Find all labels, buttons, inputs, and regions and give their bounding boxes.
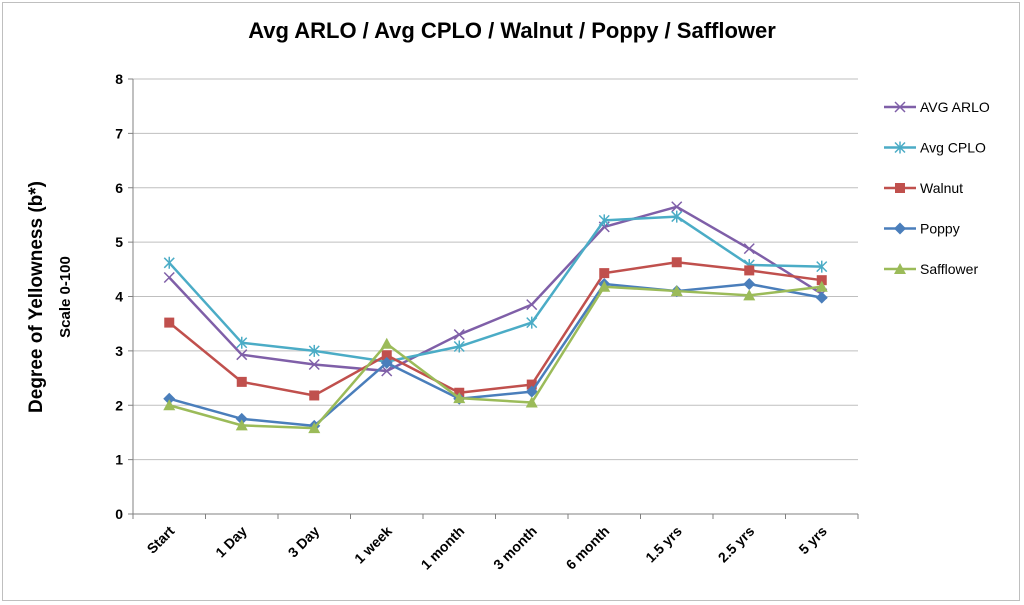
series-line <box>168 285 822 430</box>
x-tick-label: 5 yrs <box>795 523 830 558</box>
data-point <box>380 337 393 349</box>
axes <box>128 78 859 519</box>
x-tick-label: 1 Day <box>212 523 250 561</box>
data-point <box>163 256 175 269</box>
data-point <box>308 344 320 357</box>
y-axis-label: Degree of Yellowness (b*) <box>26 181 47 413</box>
legend: AVG ARLO Avg CPLO Walnut Poppy Safflower <box>884 99 990 277</box>
legend-item: AVG ARLO <box>884 99 990 115</box>
data-point <box>525 385 538 398</box>
series-avg-cplo <box>163 210 828 368</box>
x-tick-label: 6 month <box>563 523 613 573</box>
legend-label: Walnut <box>920 180 963 196</box>
x-tick-labels: Start 1 Day 3 Day 1 week 1 month 3 month 6 mon… <box>143 523 830 573</box>
y-tick-label: 1 <box>115 452 123 468</box>
data-point <box>236 336 248 349</box>
y-tick-label: 6 <box>115 180 123 196</box>
data-point <box>671 201 683 213</box>
x-tick-label: 1 week <box>351 523 395 567</box>
data-point <box>381 350 392 361</box>
data-point <box>816 275 827 286</box>
legend-item: Walnut <box>884 180 963 196</box>
data-point <box>453 329 465 341</box>
x-tick-label: 2.5 yrs <box>715 523 758 566</box>
data-point <box>815 280 828 292</box>
data-point <box>453 392 466 404</box>
legend-label: AVG ARLO <box>920 99 990 115</box>
y-axis-sublabel: Scale 0-100 <box>57 256 74 338</box>
y-tick-label: 7 <box>115 125 123 141</box>
data-point <box>525 396 538 408</box>
data-point <box>526 379 537 390</box>
x-tick-label: 1.5 yrs <box>642 523 685 566</box>
legend-marker <box>894 101 906 113</box>
y-tick-label: 4 <box>115 289 123 305</box>
legend-marker <box>894 222 906 235</box>
data-point <box>670 285 683 297</box>
data-point <box>235 412 248 425</box>
y-tick-label: 5 <box>115 234 123 250</box>
legend-label: Safflower <box>920 261 978 277</box>
x-tick-label: 3 month <box>490 523 540 573</box>
data-point <box>236 376 247 387</box>
data-point <box>163 399 176 411</box>
data-point <box>380 356 393 369</box>
data-point <box>163 271 175 283</box>
data-point <box>598 214 610 227</box>
legend-item: Poppy <box>884 221 960 237</box>
data-point <box>453 340 465 353</box>
series-walnut <box>164 257 827 401</box>
data-point <box>671 210 683 223</box>
y-tick-label: 0 <box>115 506 123 522</box>
x-tick-label: 1 month <box>418 523 468 573</box>
data-point <box>598 280 611 292</box>
gridlines <box>133 78 858 461</box>
data-point <box>236 349 248 361</box>
series-safflower <box>163 280 828 434</box>
data-point <box>381 365 393 377</box>
data-point <box>164 317 175 328</box>
data-point <box>744 265 755 276</box>
y-tick-label: 8 <box>115 71 123 87</box>
legend-marker <box>895 183 905 193</box>
data-point <box>743 277 756 290</box>
x-tick-label: 3 Day <box>285 523 323 561</box>
y-tick-label: 3 <box>115 343 123 359</box>
series-line <box>168 260 822 397</box>
legend-item: Safflower <box>884 261 978 277</box>
data-point <box>309 390 320 401</box>
series-line <box>168 282 822 428</box>
series-line <box>168 215 822 363</box>
y-tick-labels: 0 1 2 3 4 5 6 7 8 <box>115 71 123 522</box>
data-point <box>235 419 248 431</box>
legend-label: Poppy <box>920 221 960 237</box>
data-point <box>743 243 755 255</box>
series-poppy <box>163 277 828 432</box>
data-point <box>308 422 321 434</box>
data-point <box>671 257 682 268</box>
legend-item: Avg CPLO <box>884 140 986 156</box>
data-point <box>599 268 610 279</box>
legend-marker <box>894 263 906 274</box>
data-point <box>308 358 320 370</box>
chart-title: Avg ARLO / Avg CPLO / Walnut / Poppy / S… <box>248 18 776 43</box>
series-avg-arlo <box>163 201 828 377</box>
data-point <box>815 291 828 304</box>
data-point <box>163 392 176 405</box>
data-point <box>526 299 538 311</box>
data-point <box>816 260 828 273</box>
x-tick-label: Start <box>143 523 177 557</box>
legend-label: Avg CPLO <box>920 140 986 156</box>
series-line <box>168 205 823 373</box>
data-point <box>526 316 538 329</box>
data-point <box>743 289 756 301</box>
y-tick-label: 2 <box>115 397 123 413</box>
legend-marker <box>894 141 906 154</box>
series-lines <box>163 201 828 434</box>
